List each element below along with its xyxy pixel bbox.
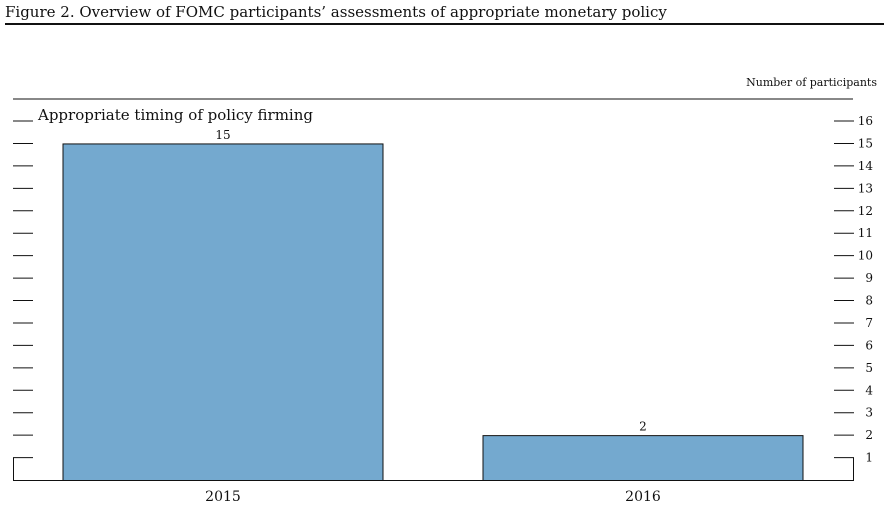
y-tick-label-11: 11 [858,226,873,240]
y-tick-label-4: 4 [865,383,873,397]
y-tick-label-2: 2 [865,428,873,442]
y-tick-label-3: 3 [865,406,873,420]
y-tick-label-1: 1 [865,451,873,465]
figure-title: Figure 2. Overview of FOMC participants’… [5,3,667,21]
bar-2015 [62,143,384,481]
data-label-2015: 15 [215,128,230,142]
x-tick-label-2016: 2016 [625,489,661,505]
y-tick-label-6: 6 [865,338,873,352]
y-tick-label-14: 14 [858,159,874,173]
y-tick-label-9: 9 [865,271,873,285]
data-label-2016: 2 [639,420,647,434]
plot-baseline [13,458,854,481]
y-tick-label-16: 16 [858,114,873,128]
y-tick-label-15: 15 [858,136,873,150]
panel-title: Appropriate timing of policy firming [37,106,313,124]
y-tick-label-8: 8 [865,294,873,308]
x-tick-label-2015: 2015 [205,489,241,505]
y-tick-label-13: 13 [858,181,873,195]
y-tick-label-7: 7 [865,316,873,330]
y-tick-label-10: 10 [858,249,873,263]
y-tick-label-12: 12 [858,204,873,218]
bars: 15 2015 2 2016 [62,128,804,505]
y-axis-label: Number of participants [746,76,877,89]
bar-2016 [482,435,804,481]
figure-title-rule [5,23,884,25]
y-tick-label-5: 5 [865,361,873,375]
